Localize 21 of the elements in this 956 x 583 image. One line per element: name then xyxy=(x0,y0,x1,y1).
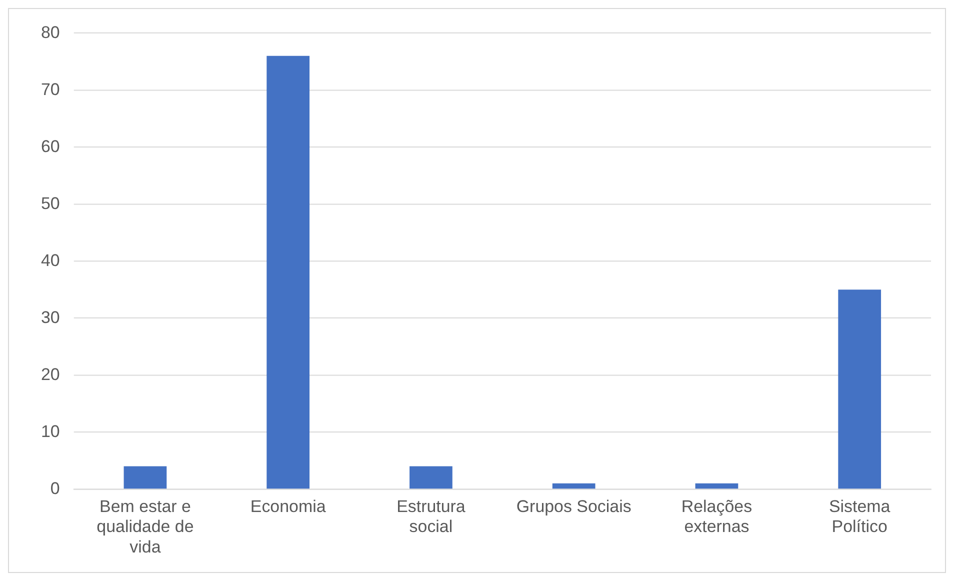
x-tick-label: Relações externas xyxy=(681,496,752,536)
y-tick-label: 50 xyxy=(40,194,60,213)
x-tick-label: Grupos Sociais xyxy=(516,496,632,516)
y-tick-label: 60 xyxy=(40,136,60,156)
bar xyxy=(410,466,452,489)
bar xyxy=(266,56,310,489)
bar xyxy=(124,466,167,489)
x-tick-label: Economia xyxy=(250,496,326,516)
x-tick-label: Estrutura social xyxy=(396,496,466,536)
bar xyxy=(695,483,738,489)
y-tick-label: 20 xyxy=(40,364,60,384)
x-tick-label: Sistema Político xyxy=(828,496,891,536)
y-tick-label: 70 xyxy=(40,80,60,99)
y-tick-label: 0 xyxy=(50,478,60,498)
x-tick-label: Bem estar e qualidade de vida xyxy=(96,496,194,557)
y-tick-label: 40 xyxy=(40,250,60,270)
y-tick-label: 10 xyxy=(40,422,60,441)
y-tick-label: 80 xyxy=(40,22,60,42)
y-tick-label: 30 xyxy=(40,308,60,327)
bar xyxy=(838,290,882,489)
bar xyxy=(552,483,596,489)
